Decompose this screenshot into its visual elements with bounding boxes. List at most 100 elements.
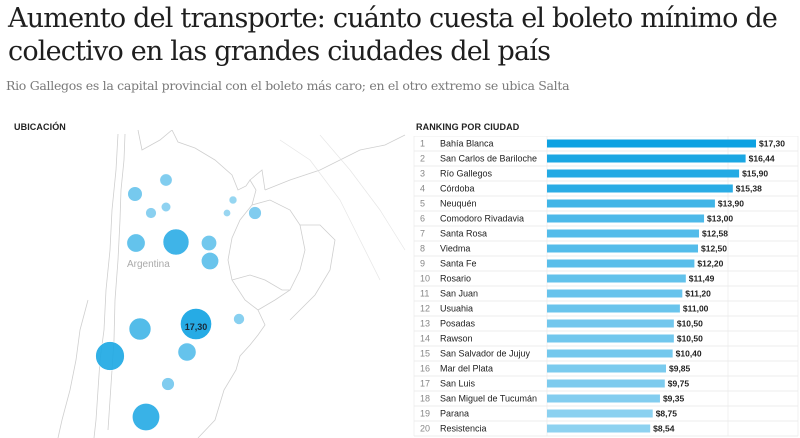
city-name: Neuquén <box>440 199 477 209</box>
rank-number: 3 <box>420 169 425 179</box>
city-bubble[interactable] <box>128 317 152 341</box>
value-label: $13,00 <box>707 214 733 224</box>
value-label: $11,49 <box>689 274 715 284</box>
ranking-row[interactable]: 16 Mar del Plata $9,85 <box>420 364 691 374</box>
location-map[interactable]: Argentina 17,30 <box>0 130 410 438</box>
country-label: Argentina <box>127 259 170 270</box>
ranking-row[interactable]: 2 San Carlos de Bariloche $16,44 <box>420 154 775 164</box>
highlight-value-label: 17,30 <box>185 322 208 332</box>
city-name: Usuahia <box>440 304 473 314</box>
ranking-row[interactable]: 10 Rosario $11,49 <box>420 274 715 284</box>
ranking-row[interactable]: 6 Comodoro Rivadavia $13,00 <box>420 214 733 224</box>
ranking-row[interactable]: 8 Viedma $12,50 <box>420 244 727 254</box>
ranking-row[interactable]: 18 San Miguel de Tucumán $9,35 <box>420 394 685 404</box>
city-bubble[interactable] <box>177 342 197 362</box>
rank-number: 5 <box>420 199 425 209</box>
city-bubble[interactable] <box>159 173 173 187</box>
bar <box>547 409 653 418</box>
rank-number: 12 <box>420 304 430 314</box>
value-label: $13,90 <box>718 199 744 209</box>
rank-number: 20 <box>420 424 430 434</box>
page-title: Aumento del transporte: cuánto cuesta el… <box>8 3 778 67</box>
ranking-row[interactable]: 7 Santa Rosa $12,58 <box>420 229 728 239</box>
ranking-row[interactable]: 11 San Juan $11,20 <box>420 289 711 299</box>
bar <box>547 139 756 148</box>
city-name: Santa Fe <box>440 259 477 269</box>
ranking-row[interactable]: 3 Río Gallegos $15,90 <box>420 169 768 179</box>
ranking-row[interactable]: 1 Bahía Blanca $17,30 <box>420 139 785 149</box>
bar <box>547 319 674 328</box>
city-bubble[interactable] <box>132 402 161 431</box>
city-bubble[interactable] <box>162 228 190 256</box>
rank-number: 11 <box>420 289 429 299</box>
city-name: Parana <box>440 409 469 419</box>
bar <box>547 214 705 223</box>
city-bubble[interactable] <box>233 313 245 325</box>
city-name: Mar del Plata <box>440 364 493 374</box>
city-name: Santa Rosa <box>440 229 487 239</box>
ranking-row[interactable]: 13 Posadas $10,50 <box>420 319 703 329</box>
city-name: San Carlos de Bariloche <box>440 154 537 164</box>
page-subtitle: Rio Gallegos es la capital provincial co… <box>6 78 570 93</box>
value-label: $9,75 <box>668 379 690 389</box>
city-bubble[interactable] <box>223 209 232 218</box>
bar <box>547 394 660 403</box>
city-bubble[interactable] <box>161 377 175 391</box>
value-label: $15,38 <box>736 184 762 194</box>
city-name: San Salvador de Jujuy <box>440 349 531 359</box>
value-label: $16,44 <box>749 154 775 164</box>
rank-number: 15 <box>420 349 430 359</box>
ranking-row[interactable]: 20 Resistencia $8,54 <box>420 424 675 434</box>
city-bubble[interactable] <box>127 186 143 202</box>
value-label: $12,58 <box>702 229 728 239</box>
ranking-row[interactable]: 17 San Luis $9,75 <box>420 379 689 389</box>
ranking-row[interactable]: 14 Rawson $10,50 <box>420 334 703 344</box>
value-label: $8,54 <box>653 424 675 434</box>
rank-number: 9 <box>420 259 425 269</box>
bar <box>547 424 651 433</box>
city-bubble[interactable] <box>160 201 172 213</box>
value-label: $10,50 <box>677 334 703 344</box>
map-borders <box>57 130 406 438</box>
ranking-row[interactable]: 12 Usuahia $11,00 <box>420 304 709 314</box>
city-bubble[interactable] <box>180 308 212 340</box>
city-name: Resistencia <box>440 424 487 434</box>
ranking-row[interactable]: 15 San Salvador de Jujuy $10,40 <box>420 349 702 359</box>
city-name: Viedma <box>440 244 470 254</box>
rank-number: 19 <box>420 409 430 419</box>
rank-number: 16 <box>420 364 430 374</box>
city-bubble[interactable] <box>248 206 262 220</box>
rank-number: 4 <box>420 184 425 194</box>
rank-number: 7 <box>420 229 425 239</box>
city-bubble[interactable] <box>201 235 218 252</box>
city-name: Río Gallegos <box>440 169 493 179</box>
bar <box>547 184 733 193</box>
ranking-row[interactable]: 9 Santa Fe $12,20 <box>420 259 724 269</box>
city-bubble[interactable] <box>95 341 125 371</box>
city-name: Córdoba <box>440 184 475 194</box>
rank-number: 10 <box>420 274 430 284</box>
rank-number: 6 <box>420 214 425 224</box>
bar <box>547 154 746 163</box>
ranking-row[interactable]: 19 Parana $8,75 <box>420 409 677 419</box>
city-name: Rosario <box>440 274 471 284</box>
ranking-row[interactable]: 4 Córdoba $15,38 <box>420 184 762 194</box>
value-label: $15,90 <box>742 169 768 179</box>
value-label: $17,30 <box>759 139 785 149</box>
city-bubble[interactable] <box>201 252 220 271</box>
value-label: $12,50 <box>701 244 727 254</box>
bar <box>547 379 665 388</box>
value-label: $9,85 <box>669 364 691 374</box>
rank-number: 18 <box>420 394 430 404</box>
ranking-row[interactable]: 5 Neuquén $13,90 <box>420 199 744 209</box>
city-bubbles <box>95 173 262 431</box>
city-bubble[interactable] <box>228 195 238 205</box>
chart-grid <box>413 136 799 437</box>
city-name: San Juan <box>440 289 478 299</box>
bar <box>547 169 740 178</box>
city-name: San Miguel de Tucumán <box>440 394 537 404</box>
city-bubble[interactable] <box>145 207 157 219</box>
bar <box>547 304 680 313</box>
city-bubble[interactable] <box>126 233 146 253</box>
rank-number: 13 <box>420 319 430 329</box>
